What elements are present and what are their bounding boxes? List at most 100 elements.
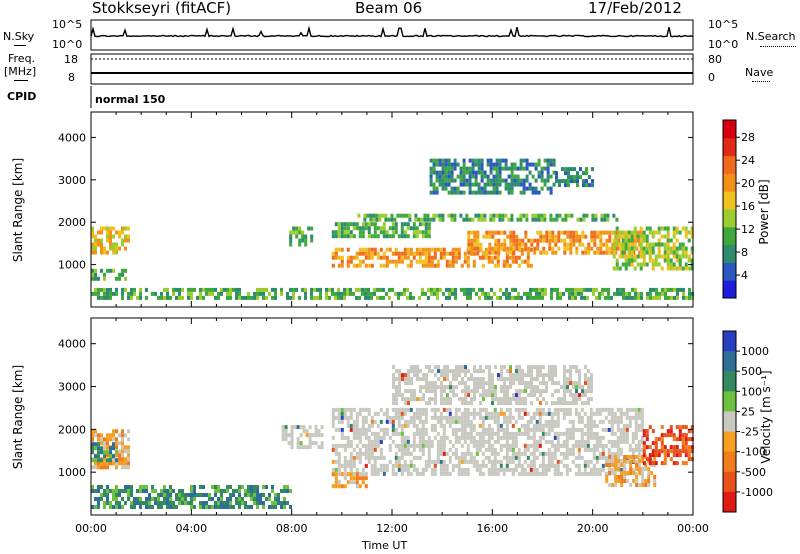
velocity-cell (611, 463, 615, 467)
power-cell (595, 287, 598, 292)
velocity-cell (553, 411, 557, 416)
velocity-cell (361, 419, 365, 424)
velocity-cell (400, 431, 404, 436)
power-cell (439, 287, 442, 292)
power-cell (358, 295, 361, 300)
velocity-cell (419, 377, 422, 382)
power-cell (512, 234, 516, 239)
velocity-cell (379, 419, 383, 424)
velocity-cell (493, 455, 497, 460)
velocity-cell (439, 451, 443, 456)
velocity-cell (539, 401, 542, 406)
power-cell (652, 295, 655, 300)
velocity-cell (583, 447, 587, 452)
velocity-cell (410, 377, 413, 382)
power-cell (238, 295, 241, 300)
velocity-cell (256, 489, 259, 493)
power-cell (372, 213, 376, 218)
power-ytick-label: 4000 (58, 131, 86, 144)
power-cell (433, 247, 437, 252)
velocity-cell (454, 415, 458, 420)
velocity-cell (223, 501, 226, 505)
velocity-cell (187, 493, 190, 497)
power-cell (139, 291, 142, 296)
velocity-cell (214, 485, 217, 489)
power-cell (115, 250, 118, 255)
velocity-cell (178, 501, 181, 505)
velocity-cell (675, 445, 679, 450)
velocity-cell (554, 369, 557, 374)
velocity-cell (617, 455, 621, 459)
velocity-cell (481, 431, 485, 436)
velocity-cell (109, 505, 112, 509)
velocity-cell (551, 365, 554, 370)
freq-tick-bottom: 8 (68, 71, 75, 84)
power-cell (498, 158, 502, 163)
power-cell (591, 179, 594, 184)
velocity-cell (637, 443, 641, 448)
velocity-cell (392, 397, 395, 402)
velocity-cell (382, 463, 386, 468)
velocity-cell (265, 485, 268, 489)
velocity-cell (175, 497, 178, 501)
velocity-cell (672, 433, 676, 438)
power-cell (508, 291, 511, 296)
velocity-cell (488, 377, 491, 382)
power-cell (470, 230, 474, 235)
power-cell (608, 246, 612, 251)
power-cell (112, 268, 115, 273)
power-cell (361, 226, 365, 231)
velocity-cell (681, 445, 685, 450)
velocity-cell (91, 446, 94, 451)
velocity-cell (443, 369, 446, 374)
velocity-cell (430, 443, 434, 448)
velocity-cell (533, 389, 536, 394)
velocity-cell (379, 455, 383, 460)
power-cell (471, 170, 475, 175)
power-cell (480, 178, 484, 183)
power-cell (190, 295, 193, 300)
velocity-cell (97, 450, 100, 455)
power-cell (355, 226, 359, 231)
velocity-cell (521, 377, 524, 382)
velocity-cell (403, 459, 407, 464)
velocity-cell (430, 407, 434, 412)
velocity-cell (565, 427, 569, 432)
velocity-cell (487, 411, 491, 416)
power-cell (438, 174, 442, 179)
velocity-cell (607, 411, 611, 416)
velocity-cell (106, 489, 109, 493)
power-cell (630, 258, 634, 263)
power-cell (370, 291, 373, 296)
power-cell (444, 174, 448, 179)
power-cell (337, 295, 340, 300)
power-cell (424, 226, 428, 231)
velocity-cell (505, 439, 509, 444)
velocity-cell (355, 472, 359, 477)
velocity-cell (388, 435, 392, 440)
velocity-cell (452, 377, 455, 382)
velocity-cell (584, 381, 587, 386)
power-cell (121, 291, 124, 296)
velocity-cell (472, 423, 476, 428)
velocity-cell (259, 493, 262, 497)
nave-tick-top: 80 (708, 53, 722, 66)
velocity-cell (521, 401, 524, 406)
velocity-cell (193, 493, 196, 497)
velocity-cell (464, 393, 467, 398)
power-cell (573, 179, 576, 184)
velocity-cell (598, 411, 602, 416)
velocity-cell (690, 457, 694, 462)
velocity-cell (635, 463, 639, 467)
power-cell (543, 217, 547, 222)
velocity-cell (547, 467, 551, 472)
velocity-cell (361, 423, 365, 428)
power-cell (587, 242, 591, 247)
power-cell (498, 170, 502, 175)
power-cell (666, 266, 670, 271)
power-cell (109, 295, 112, 300)
velocity-cell (109, 433, 112, 438)
power-cell (190, 291, 193, 296)
power-cell (408, 217, 412, 222)
